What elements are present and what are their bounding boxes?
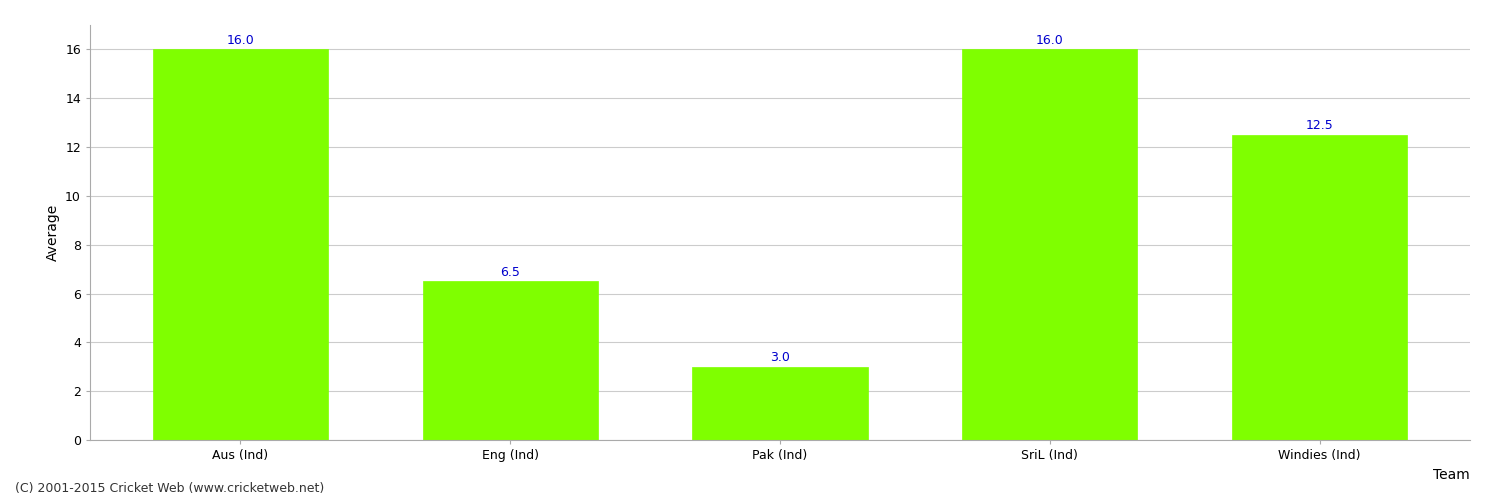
Bar bbox=[962, 50, 1137, 440]
Bar bbox=[423, 282, 598, 440]
Text: 16.0: 16.0 bbox=[226, 34, 255, 47]
Text: 12.5: 12.5 bbox=[1305, 120, 1334, 132]
Text: (C) 2001-2015 Cricket Web (www.cricketweb.net): (C) 2001-2015 Cricket Web (www.cricketwe… bbox=[15, 482, 324, 495]
Bar bbox=[693, 367, 867, 440]
X-axis label: Team: Team bbox=[1434, 468, 1470, 481]
Text: 16.0: 16.0 bbox=[1036, 34, 1064, 47]
Text: 6.5: 6.5 bbox=[501, 266, 520, 279]
Text: 3.0: 3.0 bbox=[770, 352, 790, 364]
Y-axis label: Average: Average bbox=[45, 204, 60, 261]
Bar bbox=[1232, 135, 1407, 440]
Bar bbox=[153, 50, 328, 440]
